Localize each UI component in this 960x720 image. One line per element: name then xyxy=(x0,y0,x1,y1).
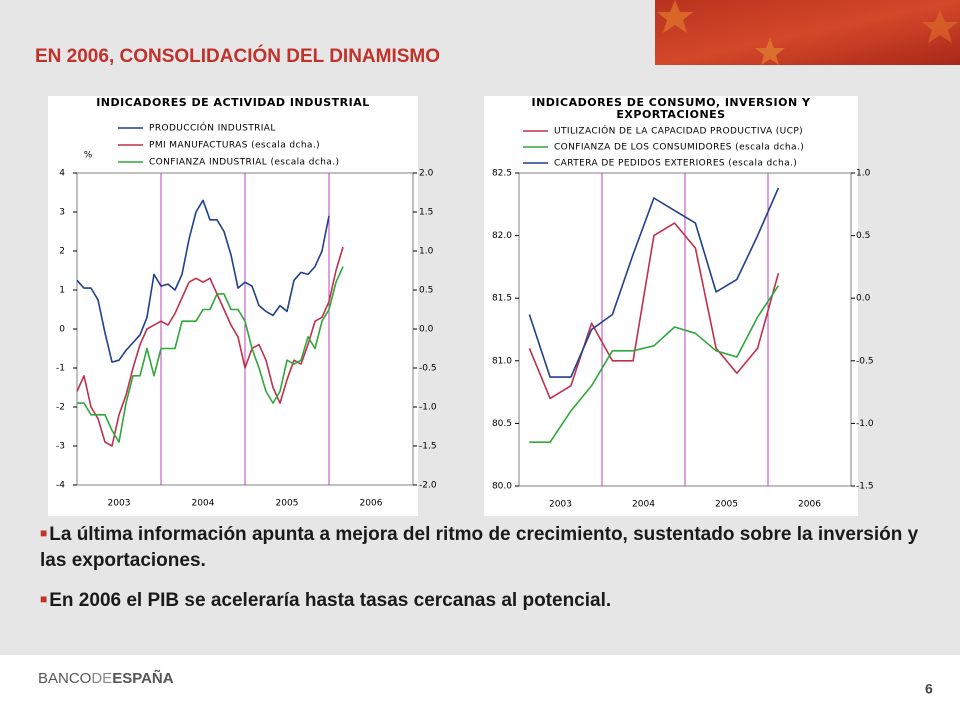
chart-title: INDICADORES DE CONSUMO, INVERSIÓN Y EXPO… xyxy=(531,97,811,121)
y2-tick-label: 2.0 xyxy=(419,169,434,179)
y2-tick-label: -0.5 xyxy=(419,364,437,374)
bullet-text: La última información apunta a mejora de… xyxy=(40,524,919,571)
header-decoration xyxy=(655,0,960,65)
y-tick-label: 4 xyxy=(59,169,65,179)
y2-tick-label: 1.0 xyxy=(419,247,434,257)
y2-tick-label: 0.5 xyxy=(419,286,433,296)
bullet-marker: ■ xyxy=(40,592,48,606)
legend-label: CONFIANZA DE LOS CONSUMIDORES (escala dc… xyxy=(554,143,804,153)
series-line xyxy=(76,246,344,447)
legend-label: CARTERA DE PEDIDOS EXTERIORES (escala dc… xyxy=(554,159,797,169)
y-tick-label: 80.0 xyxy=(492,482,512,492)
chart-panel xyxy=(484,96,858,516)
x-tick-label: 2003 xyxy=(108,499,131,509)
x-tick-label: 2006 xyxy=(798,500,821,510)
y-tick-label: 3 xyxy=(59,208,65,218)
y-tick-label: 2 xyxy=(59,247,65,257)
chart-title-box: INDICADORES DE CONSUMO, INVERSIÓN Y EXPO… xyxy=(531,97,811,121)
logo-part: ESPAÑA xyxy=(112,669,174,687)
star-icon xyxy=(657,0,693,33)
y2-tick-label: -1.0 xyxy=(856,419,874,429)
y2-tick-label: -2.0 xyxy=(419,481,437,491)
y-tick-label: 80.5 xyxy=(492,419,512,429)
footer-logo: BANCODEESPAÑA xyxy=(38,669,174,687)
logo-part: DE xyxy=(91,670,112,687)
y-tick-label: 0 xyxy=(59,325,65,335)
x-tick-label: 2003 xyxy=(549,500,572,510)
y2-tick-label: -0.5 xyxy=(856,356,874,366)
star-icon xyxy=(922,10,958,43)
page-number: 6 xyxy=(925,681,933,697)
series-line xyxy=(528,187,780,378)
bullet-marker: ■ xyxy=(40,526,48,540)
bullet-text: En 2006 el PIB se aceleraría hasta tasas… xyxy=(49,590,612,611)
y2-tick-label: -1.5 xyxy=(856,482,874,492)
legend-label: PRODUCCIÓN INDUSTRIAL xyxy=(149,122,276,134)
x-tick-label: 2006 xyxy=(360,499,383,509)
y-axis-label: % xyxy=(84,151,93,161)
x-tick-label: 2005 xyxy=(715,500,738,510)
x-tick-label: 2004 xyxy=(632,500,655,510)
y-tick-label: 81.5 xyxy=(492,294,512,304)
y-tick-label: -2 xyxy=(56,403,65,413)
slide-title: EN 2006, CONSOLIDACIÓN DEL DINAMISMO xyxy=(35,45,440,67)
chart-title-box: INDICADORES DE ACTIVIDAD INDUSTRIAL xyxy=(96,97,370,109)
y-tick-label: 1 xyxy=(59,286,65,296)
x-tick-label: 2004 xyxy=(192,499,215,509)
y-tick-label: -3 xyxy=(56,442,65,452)
y2-tick-label: 1.5 xyxy=(419,208,433,218)
legend-label: UTILIZACIÓN DE LA CAPACIDAD PRODUCTIVA (… xyxy=(554,125,803,137)
series-line xyxy=(529,285,780,443)
x-tick-label: 2005 xyxy=(276,499,299,509)
y-tick-label: 81.0 xyxy=(492,356,512,366)
y2-tick-label: 0.0 xyxy=(856,294,871,304)
y2-tick-label: 0.0 xyxy=(419,325,434,335)
chart-title: INDICADORES DE ACTIVIDAD INDUSTRIAL xyxy=(96,97,370,109)
series-line xyxy=(528,222,780,400)
y-tick-label: -1 xyxy=(56,364,65,374)
y-tick-label: -4 xyxy=(56,481,65,491)
bullet-list: ■ La última información apunta a mejora d… xyxy=(40,520,940,626)
y2-tick-label: 1.0 xyxy=(856,169,871,179)
y2-tick-label: 0.5 xyxy=(856,231,870,241)
legend-label: PMI MANUFACTURAS (escala dcha.) xyxy=(149,141,320,151)
legend-label: CONFIANZA INDUSTRIAL (escala dcha.) xyxy=(149,158,339,168)
y2-tick-label: -1.0 xyxy=(419,403,437,413)
y-tick-label: 82.5 xyxy=(492,169,512,179)
y-tick-label: 82.0 xyxy=(492,231,512,241)
chart-panel xyxy=(48,96,418,516)
series-line xyxy=(77,266,344,443)
star-icon xyxy=(755,38,785,65)
bullet: ■ La última información apunta a mejora d… xyxy=(40,520,940,574)
series-line xyxy=(76,199,330,363)
bullet: ■ En 2006 el PIB se aceleraría hasta tasa… xyxy=(40,586,940,614)
footer-bar xyxy=(0,655,960,720)
logo-part: BANCO xyxy=(38,670,91,687)
y2-tick-label: -1.5 xyxy=(419,442,437,452)
